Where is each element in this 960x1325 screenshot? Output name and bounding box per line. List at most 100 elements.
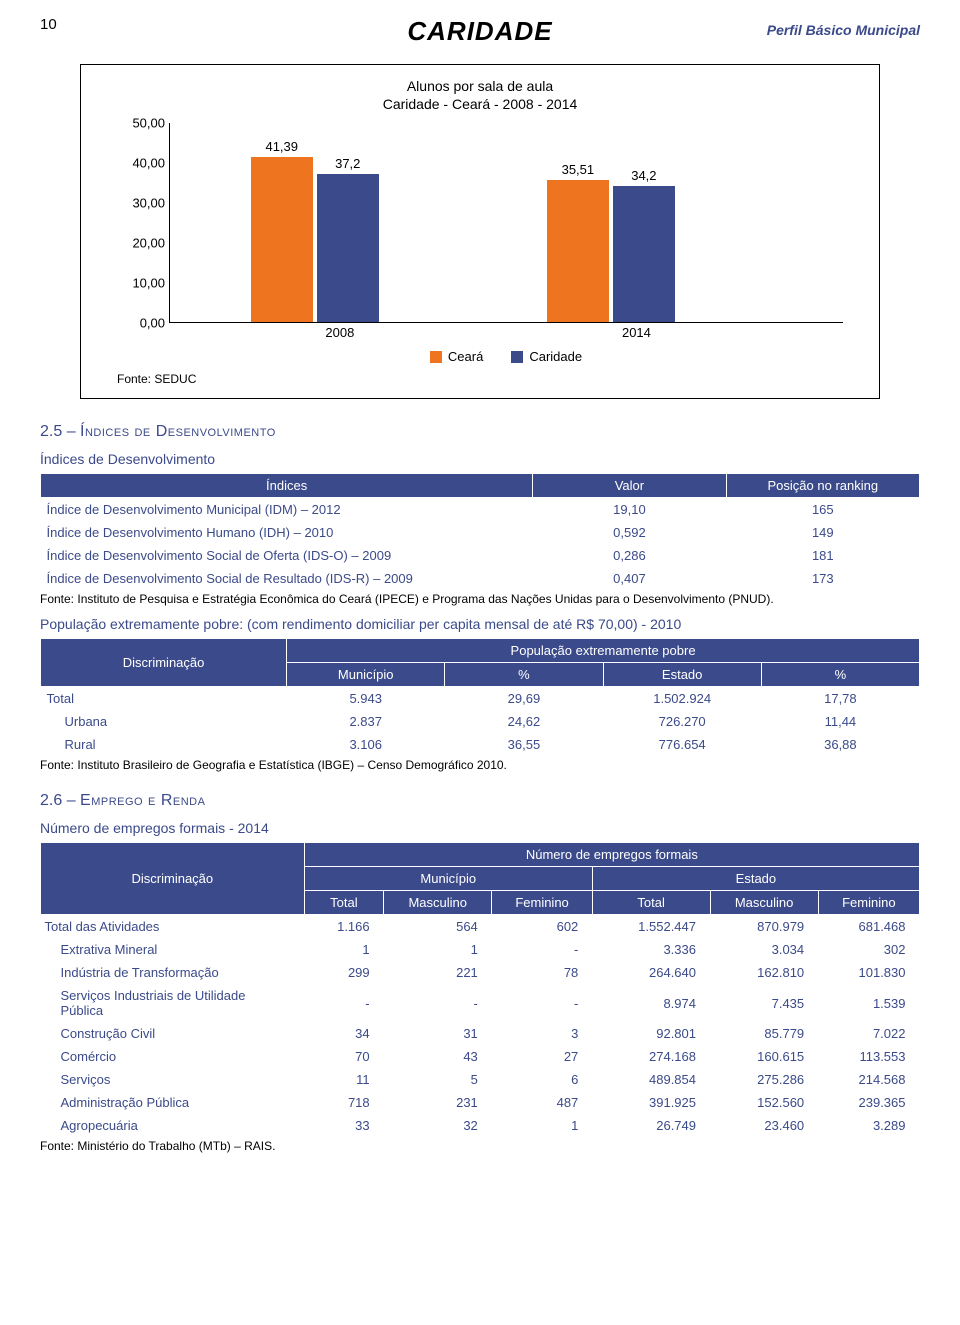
indices-row-rank: 149 bbox=[726, 521, 919, 544]
emp-row-name: Extrativa Mineral bbox=[41, 938, 305, 961]
emp-row-name: Administração Pública bbox=[41, 1091, 305, 1114]
pop-col-est: Estado bbox=[603, 663, 761, 687]
indices-subtitle: Índices de Desenvolvimento bbox=[40, 451, 920, 467]
table-row: Administração Pública718231487391.925152… bbox=[41, 1091, 920, 1114]
chart-bar-label: 37,2 bbox=[317, 156, 379, 171]
emp-row-name: Agropecuária bbox=[41, 1114, 305, 1137]
emp-row-value: 3.289 bbox=[818, 1114, 919, 1137]
chart-y-tick: 30,00 bbox=[132, 196, 165, 211]
emp-row-name: Construção Civil bbox=[41, 1022, 305, 1045]
section-2-5-heading: 2.5 – Índices de Desenvolvimento bbox=[40, 423, 920, 441]
population-table: Discriminação População extremamente pob… bbox=[40, 638, 920, 756]
chart-x-category: 2014 bbox=[546, 325, 726, 340]
emp-row-value: 152.560 bbox=[710, 1091, 818, 1114]
emp-row-value: 32 bbox=[384, 1114, 492, 1137]
emp-row-name: Serviços Industriais de Utilidade Públic… bbox=[41, 984, 305, 1022]
emp-row-value: 162.810 bbox=[710, 961, 818, 984]
chart-y-tick: 40,00 bbox=[132, 156, 165, 171]
indices-row-rank: 173 bbox=[726, 567, 919, 590]
chart-title: Alunos por sala de aula Caridade - Ceará… bbox=[117, 77, 843, 113]
emp-row-name: Comércio bbox=[41, 1045, 305, 1068]
emp-row-name: Serviços bbox=[41, 1068, 305, 1091]
emp-row-value: 8.974 bbox=[592, 984, 710, 1022]
emp-row-value: 7.435 bbox=[710, 984, 818, 1022]
emp-row-value: 870.979 bbox=[710, 915, 818, 939]
emp-row-value: 299 bbox=[304, 961, 383, 984]
emp-row-value: - bbox=[492, 984, 593, 1022]
section-2-6-num: 2.6 – bbox=[40, 792, 80, 809]
chart-y-tick: 20,00 bbox=[132, 236, 165, 251]
table-row: Índice de Desenvolvimento Social de Ofer… bbox=[41, 544, 920, 567]
pop-row-value: 726.270 bbox=[603, 710, 761, 733]
indices-row-name: Índice de Desenvolvimento Social de Ofer… bbox=[41, 544, 533, 567]
table-row: Índice de Desenvolvimento Municipal (IDM… bbox=[41, 498, 920, 522]
emp-col-4: Masculino bbox=[710, 891, 818, 915]
section-2-5-caps: Índices de Desenvolvimento bbox=[80, 423, 276, 440]
emp-row-value: 85.779 bbox=[710, 1022, 818, 1045]
pop-row-value: 5.943 bbox=[287, 687, 445, 711]
emp-row-value: 302 bbox=[818, 938, 919, 961]
emp-col-top: Número de empregos formais bbox=[304, 843, 919, 867]
pop-row-value: 2.837 bbox=[287, 710, 445, 733]
emp-row-value: 27 bbox=[492, 1045, 593, 1068]
table-row: Índice de Desenvolvimento Social de Resu… bbox=[41, 567, 920, 590]
emp-row-value: 7.022 bbox=[818, 1022, 919, 1045]
emp-row-value: - bbox=[304, 984, 383, 1022]
emp-row-value: 23.460 bbox=[710, 1114, 818, 1137]
emp-col-0: Total bbox=[304, 891, 383, 915]
table-row: Total das Atividades1.1665646021.552.447… bbox=[41, 915, 920, 939]
indices-row-valor: 0,286 bbox=[533, 544, 726, 567]
emp-row-value: 564 bbox=[384, 915, 492, 939]
section-2-6-heading: 2.6 – Emprego e Renda bbox=[40, 792, 920, 810]
chart-bar-label: 41,39 bbox=[251, 139, 313, 154]
indices-row-valor: 19,10 bbox=[533, 498, 726, 522]
emp-row-value: 221 bbox=[384, 961, 492, 984]
indices-table: Índices Valor Posição no ranking Índice … bbox=[40, 473, 920, 590]
pop-source: Fonte: Instituto Brasileiro de Geografia… bbox=[40, 758, 920, 772]
section-2-5-num: 2.5 – bbox=[40, 423, 80, 440]
emp-subtitle: Número de empregos formais - 2014 bbox=[40, 820, 920, 836]
chart-bar: 34,2 bbox=[613, 186, 675, 323]
table-row: Agropecuária3332126.74923.4603.289 bbox=[41, 1114, 920, 1137]
table-row: Total5.94329,691.502.92417,78 bbox=[41, 687, 920, 711]
emp-row-value: 1 bbox=[304, 938, 383, 961]
pop-col-est-pct: % bbox=[761, 663, 919, 687]
emp-row-name: Total das Atividades bbox=[41, 915, 305, 939]
emp-row-value: 70 bbox=[304, 1045, 383, 1068]
chart-legend-label: Ceará bbox=[448, 349, 483, 364]
emp-row-value: 1 bbox=[384, 938, 492, 961]
pop-row-value: 36,55 bbox=[445, 733, 603, 756]
chart-bar-label: 34,2 bbox=[613, 168, 675, 183]
chart-bar: 37,2 bbox=[317, 174, 379, 323]
pop-col-mun-pct: % bbox=[445, 663, 603, 687]
emp-row-value: 274.168 bbox=[592, 1045, 710, 1068]
chart-legend-label: Caridade bbox=[529, 349, 582, 364]
emp-row-value: 391.925 bbox=[592, 1091, 710, 1114]
emp-row-value: 34 bbox=[304, 1022, 383, 1045]
emp-row-value: 489.854 bbox=[592, 1068, 710, 1091]
table-row: Extrativa Mineral11-3.3363.034302 bbox=[41, 938, 920, 961]
bar-chart-container: Alunos por sala de aula Caridade - Ceará… bbox=[80, 64, 880, 399]
emp-row-value: 1.166 bbox=[304, 915, 383, 939]
emp-row-value: - bbox=[492, 938, 593, 961]
emp-row-value: 26.749 bbox=[592, 1114, 710, 1137]
pop-col-disc: Discriminação bbox=[41, 639, 287, 687]
table-row: Construção Civil3431392.80185.7797.022 bbox=[41, 1022, 920, 1045]
emp-row-value: 5 bbox=[384, 1068, 492, 1091]
pop-row-value: 1.502.924 bbox=[603, 687, 761, 711]
indices-source: Fonte: Instituto de Pesquisa e Estratégi… bbox=[40, 592, 920, 606]
emp-row-value: 101.830 bbox=[818, 961, 919, 984]
pop-row-value: 24,62 bbox=[445, 710, 603, 733]
chart-y-tick: 10,00 bbox=[132, 276, 165, 291]
emp-row-value: - bbox=[384, 984, 492, 1022]
indices-row-name: Índice de Desenvolvimento Social de Resu… bbox=[41, 567, 533, 590]
pop-row-value: 11,44 bbox=[761, 710, 919, 733]
emp-row-value: 681.468 bbox=[818, 915, 919, 939]
emp-row-value: 231 bbox=[384, 1091, 492, 1114]
pop-row-name: Urbana bbox=[41, 710, 287, 733]
indices-row-name: Índice de Desenvolvimento Municipal (IDM… bbox=[41, 498, 533, 522]
table-row: Indústria de Transformação29922178264.64… bbox=[41, 961, 920, 984]
emp-row-value: 3.336 bbox=[592, 938, 710, 961]
emp-col-disc: Discriminação bbox=[41, 843, 305, 915]
emp-row-value: 1 bbox=[492, 1114, 593, 1137]
